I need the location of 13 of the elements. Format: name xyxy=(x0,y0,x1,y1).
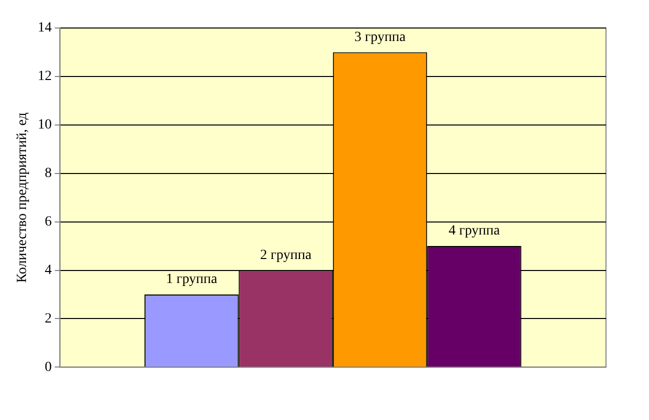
y-tick-label: 4 xyxy=(44,262,52,278)
y-tick-label: 12 xyxy=(38,69,52,84)
series-label: 4 группа xyxy=(448,224,501,239)
y-tick-label: 2 xyxy=(44,311,52,326)
series-label: 2 группа xyxy=(260,248,312,263)
series-label: 1 группа xyxy=(166,272,218,288)
y-axis-title: Количество предприятий, ед xyxy=(15,112,30,283)
y-tick-label: 8 xyxy=(44,166,52,182)
y-tick-label: 6 xyxy=(44,214,52,230)
y-tick-label: 10 xyxy=(38,118,52,133)
y-tick-label: 14 xyxy=(38,20,52,36)
y-tick-label: 0 xyxy=(44,360,52,375)
series-label: 3 группа xyxy=(354,30,406,45)
